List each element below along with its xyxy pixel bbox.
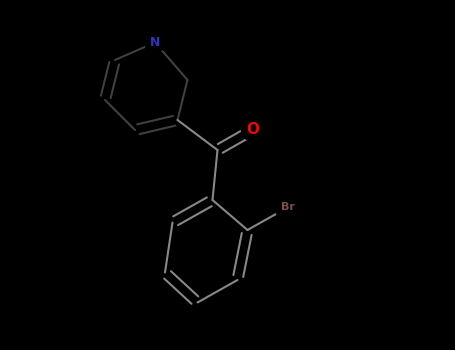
Circle shape [242, 119, 263, 141]
Text: O: O [246, 122, 259, 138]
Circle shape [275, 195, 300, 220]
Text: Br: Br [281, 203, 294, 212]
Circle shape [145, 33, 165, 52]
Text: N: N [150, 36, 160, 49]
